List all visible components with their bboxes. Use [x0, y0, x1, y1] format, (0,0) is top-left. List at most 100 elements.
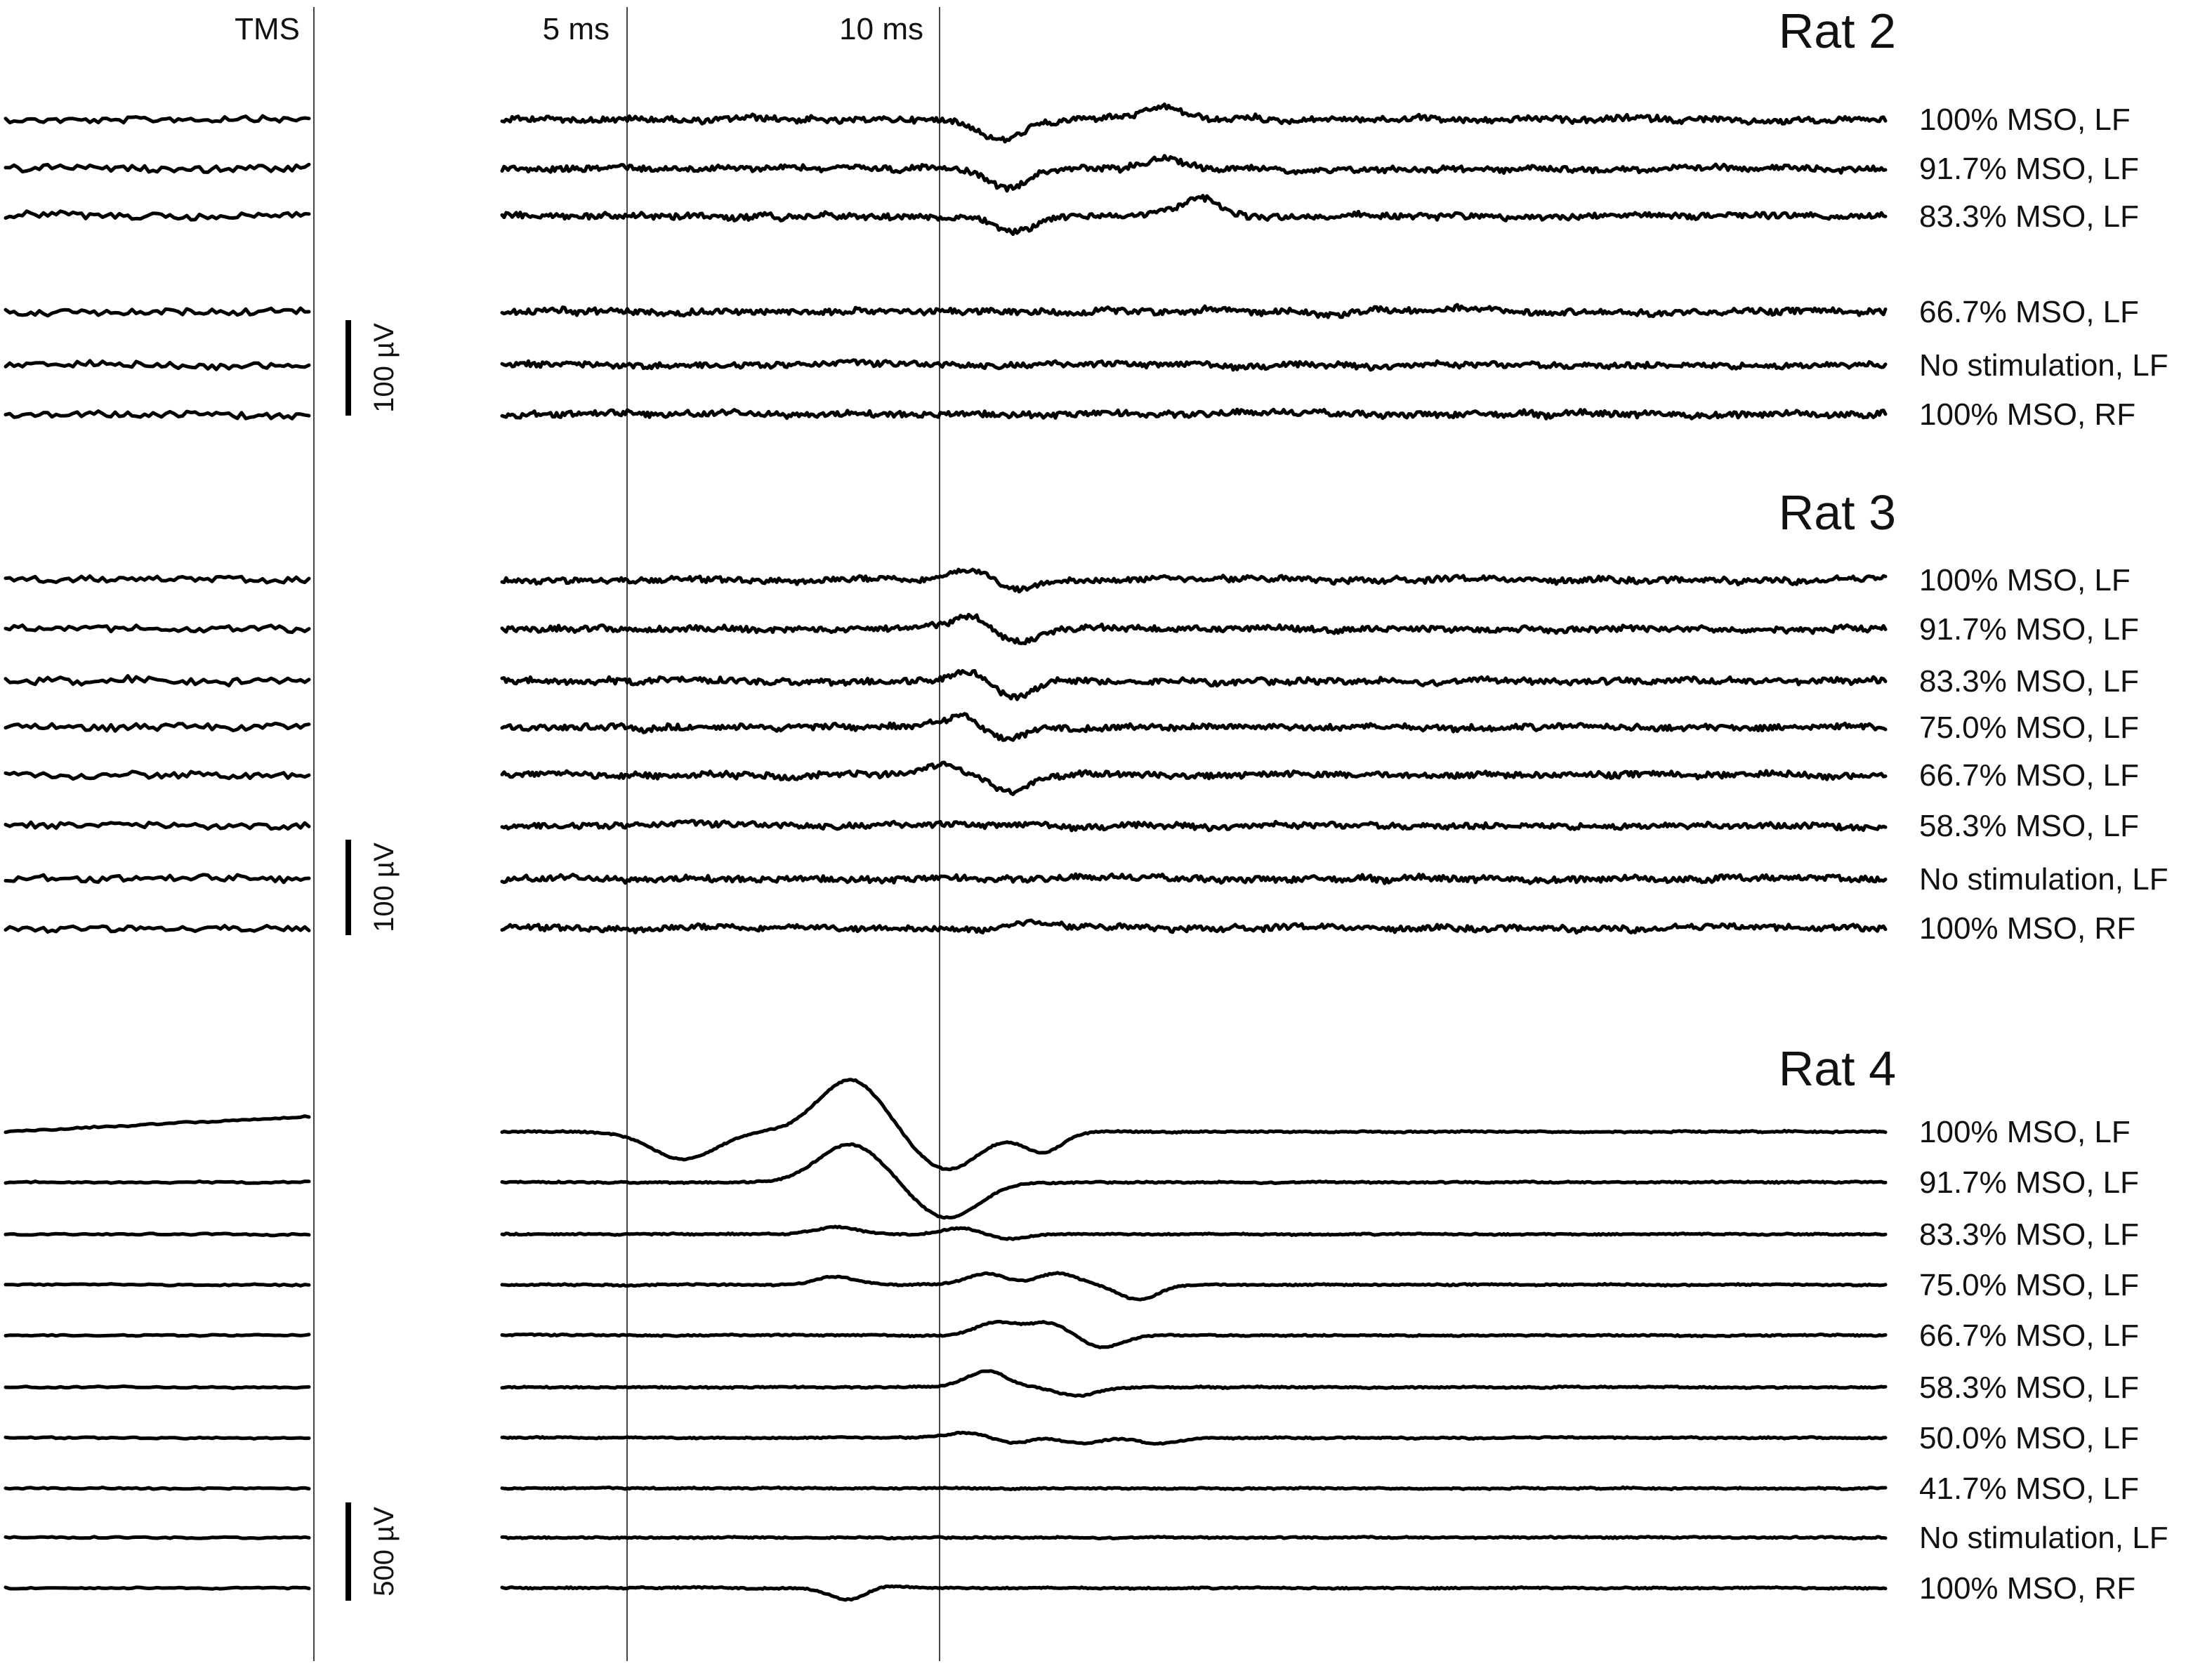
response-trace [500, 303, 1888, 319]
panel-rat-4: Rat 4 500 µV 100% MSO, LF 91.7% MSO, LF 83.3… [4, 1041, 2168, 1606]
trace-label: No stimulation, LF [1919, 862, 2168, 897]
response-trace [500, 1078, 1888, 1172]
pre-stimulus-trace [4, 359, 311, 371]
response-trace [500, 1535, 1888, 1541]
trace-label: 100% MSO, LF [1919, 563, 2131, 597]
trace-label: No stimulation, LF [1919, 348, 2168, 383]
trace-label: 41.7% MSO, LF [1919, 1472, 2139, 1506]
response-trace [500, 358, 1888, 372]
trace-group: 50.0% MSO, LF [4, 1421, 2139, 1455]
trace-label: 83.3% MSO, LF [1919, 1217, 2139, 1252]
pre-stimulus-trace [4, 1486, 311, 1491]
trace-group: No stimulation, LF [4, 348, 2168, 383]
pre-stimulus-trace [4, 873, 311, 885]
pre-stimulus-trace [4, 923, 311, 934]
pre-stimulus-trace [4, 820, 311, 831]
pre-stimulus-trace [4, 1384, 311, 1390]
trace-group: 83.3% MSO, LF [4, 664, 2139, 701]
trace-group: 75.0% MSO, LF [4, 1268, 2139, 1302]
trace-group: 66.7% MSO, LF [4, 1318, 2139, 1353]
trace-label: 83.3% MSO, LF [1919, 199, 2139, 234]
trace-group: 66.7% MSO, LF [4, 758, 2139, 796]
pre-stimulus-trace [4, 114, 311, 125]
trace-group: 41.7% MSO, LF [4, 1472, 2139, 1506]
trace-group: 91.7% MSO, LF [4, 1142, 2139, 1220]
trace-group: 100% MSO, RF [4, 397, 2135, 432]
response-trace [500, 819, 1888, 833]
response-trace [500, 194, 1888, 237]
response-trace [500, 154, 1888, 193]
trace-label: 100% MSO, LF [1919, 103, 2131, 137]
response-trace [500, 712, 1888, 742]
tms-marker-label: TMS [235, 12, 300, 46]
trace-group: 100% MSO, LF [4, 563, 2131, 597]
response-trace [500, 668, 1888, 701]
pre-stimulus-trace [4, 769, 311, 781]
rat-panels: Rat 2 100 µV 100% MSO, LF 91.7% MSO, LF 83.3… [4, 4, 2168, 1606]
pre-stimulus-trace [4, 674, 311, 688]
trace-group: 100% MSO, RF [4, 911, 2135, 946]
response-trace [500, 1485, 1888, 1491]
trace-label: 100% MSO, LF [1919, 1115, 2131, 1149]
trace-label: 91.7% MSO, LF [1919, 1165, 2139, 1200]
response-trace [500, 567, 1888, 594]
trace-group: 58.3% MSO, LF [4, 1369, 2139, 1405]
response-trace [500, 1142, 1888, 1220]
trace-group: 91.7% MSO, LF [4, 612, 2139, 647]
trace-label: 58.3% MSO, LF [1919, 1370, 2139, 1405]
time-marker-lines [313, 7, 940, 1661]
response-trace [500, 407, 1888, 421]
trace-label: 50.0% MSO, LF [1919, 1421, 2139, 1455]
panel-rat-3: Rat 3 100 µV 100% MSO, LF 91.7% MSO, LF 83.3… [4, 485, 2168, 946]
trace-label: 66.7% MSO, LF [1919, 758, 2139, 793]
trace-label: No stimulation, LF [1919, 1521, 2168, 1555]
scale-bar-label: 500 µV [369, 1507, 400, 1596]
trace-group: 83.3% MSO, LF [4, 194, 2139, 237]
trace-group: No stimulation, LF [4, 1521, 2168, 1555]
pre-stimulus-trace [4, 574, 311, 585]
response-trace [500, 103, 1888, 144]
trace-label: 66.7% MSO, LF [1919, 1318, 2139, 1353]
response-trace [500, 1271, 1888, 1302]
trace-group: 66.7% MSO, LF [4, 295, 2139, 329]
panel-title: Rat 2 [1779, 4, 1896, 58]
trace-group: 58.3% MSO, LF [4, 809, 2139, 843]
trace-label: 100% MSO, RF [1919, 397, 2135, 432]
panel-title: Rat 4 [1779, 1041, 1896, 1096]
trace-group: 83.3% MSO, LF [4, 1217, 2139, 1252]
response-trace [500, 1430, 1888, 1446]
scale-bar-label: 100 µV [369, 323, 400, 413]
response-trace [500, 1224, 1888, 1241]
pre-stimulus-trace [4, 1585, 311, 1591]
trace-group: No stimulation, LF [4, 862, 2168, 897]
pre-stimulus-trace [4, 1179, 311, 1185]
5ms-marker-label: 5 ms [543, 12, 610, 46]
pre-stimulus-trace [4, 1282, 311, 1288]
panel-rat-2: Rat 2 100 µV 100% MSO, LF 91.7% MSO, LF 83.3… [4, 4, 2168, 432]
trace-label: 58.3% MSO, LF [1919, 809, 2139, 843]
response-trace [500, 1319, 1888, 1349]
pre-stimulus-trace [4, 409, 311, 421]
response-trace [500, 612, 1888, 646]
pre-stimulus-trace [4, 1114, 311, 1135]
trace-label: 91.7% MSO, LF [1919, 152, 2139, 186]
response-trace [500, 1369, 1888, 1398]
10ms-marker-label: 10 ms [839, 12, 923, 46]
pre-stimulus-trace [4, 209, 311, 222]
trace-label: 100% MSO, RF [1919, 911, 2135, 946]
panel-title: Rat 3 [1779, 485, 1896, 540]
response-trace [500, 918, 1888, 935]
trace-label: 75.0% MSO, LF [1919, 710, 2139, 745]
trace-group: 75.0% MSO, LF [4, 710, 2139, 745]
trace-label: 91.7% MSO, LF [1919, 612, 2139, 647]
response-trace [500, 872, 1888, 885]
pre-stimulus-trace [4, 721, 311, 733]
trace-group: 100% MSO, LF [4, 1078, 2131, 1172]
pre-stimulus-trace [4, 1333, 311, 1338]
response-trace [500, 1584, 1888, 1602]
trace-label: 66.7% MSO, LF [1919, 295, 2139, 329]
trace-group: 91.7% MSO, LF [4, 152, 2139, 193]
scale-bar-label: 100 µV [369, 842, 400, 932]
pre-stimulus-trace [4, 306, 311, 318]
